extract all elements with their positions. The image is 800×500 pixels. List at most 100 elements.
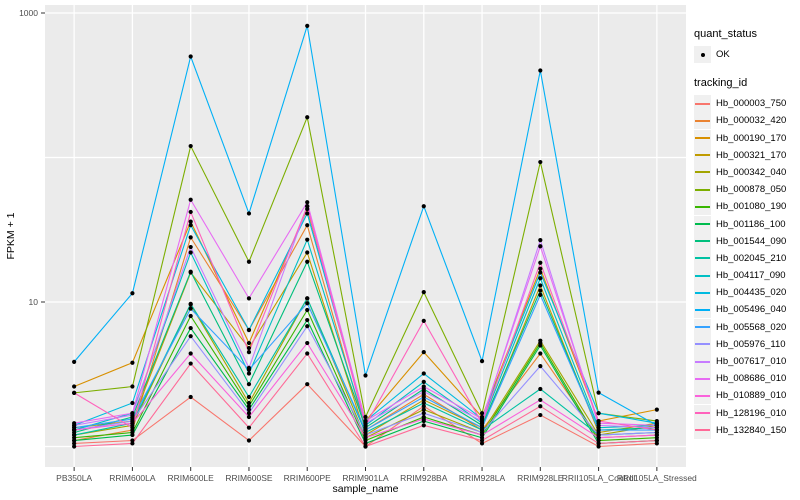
data-point [363,414,368,420]
legend-key-line [694,181,711,199]
line-swatch-icon [695,154,710,157]
data-point [72,359,77,365]
legend-entry-label: Hb_000190_170 [716,132,787,144]
data-point [305,237,310,242]
data-point [596,418,601,424]
data-point [72,441,77,446]
line-swatch-icon [695,308,710,311]
data-point [305,324,310,329]
legend-entry-Hb_005568_020: Hb_005568_020 [694,318,798,336]
data-point [654,438,659,443]
data-point [538,397,543,403]
data-point [246,345,252,351]
data-point [130,400,135,406]
data-point [188,250,193,255]
line-swatch-icon [695,274,710,277]
x-tick-label: RRII105LA_Control [562,473,636,483]
data-point [363,373,368,378]
data-point [130,384,135,389]
data-point [246,340,252,346]
data-point [538,386,543,392]
data-point [363,435,368,440]
data-point [72,427,77,433]
x-tick-label: RRIM928LA [459,473,506,483]
legend-entry-label: Hb_001544_090 [716,235,787,247]
data-point [596,390,601,395]
data-point [305,317,310,323]
x-tick-label: RRIM901LA [342,473,389,483]
legend-key-line [694,198,711,216]
data-point [305,23,310,28]
data-point [479,441,485,446]
line-swatch-icon [695,223,710,225]
legend-entry-Hb_000190_170: Hb_000190_170 [694,129,798,147]
data-point [479,438,485,443]
y-tick-label: 1000 [19,8,38,18]
legend-key-line [694,112,711,130]
legend-entry-label: Hb_001080_190 [716,201,787,213]
x-tick-label: RRII105LA_Stressed [617,473,697,483]
legend-entry-label: Hb_002045_210 [716,252,787,264]
legend-entry-Hb_132840_150: Hb_132840_150 [694,421,798,439]
data-point [538,404,543,409]
data-point [72,432,77,438]
legend-entry-label: Hb_005568_020 [716,321,787,333]
data-point [479,411,485,416]
legend-quant-status-items: OK [694,46,798,63]
legend-entry-label: Hb_005976_110 [716,338,786,350]
data-point [246,327,252,333]
legend-entry-Hb_000878_050: Hb_000878_050 [694,181,798,199]
data-point [538,283,543,288]
legend-key-line [694,370,711,388]
data-point [363,427,368,433]
legend-entry-label: Hb_004117_090 [716,270,786,282]
legend-entry-label: Hb_000342_040 [716,166,787,178]
data-point [246,211,252,216]
data-point [596,411,601,416]
data-point [363,441,368,446]
data-point [188,361,193,366]
legend-title-quant-status: quant_status [694,28,757,40]
legend-entry-Hb_005496_040: Hb_005496_040 [694,301,798,319]
data-point [421,411,426,416]
data-point [72,421,77,426]
data-point [596,427,601,433]
data-point [246,296,252,301]
data-point [188,209,193,215]
line-swatch-icon [695,137,710,140]
legend-key-line [694,353,711,370]
data-point [246,400,252,406]
legend-entry-label: Hb_008686_010 [716,373,787,385]
data-point [421,397,426,403]
data-point [305,351,310,356]
data-point [130,432,135,438]
legend-entry-label: Hb_132840_150 [716,424,787,436]
data-point [538,288,543,293]
legend-entry-label: OK [716,49,730,60]
legend-entry-Hb_001544_090: Hb_001544_090 [694,232,798,250]
line-swatch-icon [695,326,710,329]
data-point [246,350,252,355]
data-point [421,407,426,412]
data-point [479,425,485,430]
line-swatch-icon [695,429,710,432]
data-point [246,425,252,430]
data-point [538,292,543,297]
legend-key-line [694,404,711,422]
data-point [188,394,193,400]
data-point [479,416,485,422]
legend-entry-Hb_007617_010: Hb_007617_010 [694,353,798,370]
data-point [538,412,543,418]
data-point [188,197,193,202]
legend-title-tracking-id: tracking_id [694,77,748,90]
legend-entry-label: Hb_010889_010 [716,390,787,402]
data-point [421,290,426,295]
legend-entry-label: Hb_000878_050 [716,184,787,196]
data-point [305,211,310,216]
legend-entry-label: Hb_004435_020 [716,287,787,299]
legend-entry-quant-status: OK [694,46,798,63]
data-point [188,219,193,224]
data-point [130,411,135,416]
